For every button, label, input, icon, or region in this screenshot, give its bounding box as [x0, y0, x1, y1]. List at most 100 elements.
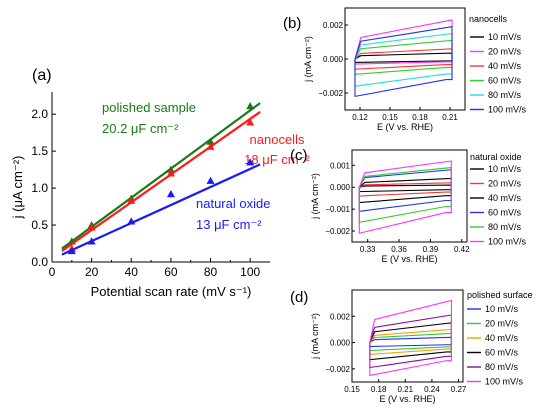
x-tick-label: 0.36: [391, 245, 407, 254]
cv-loop: [369, 332, 453, 352]
legend: 10 mV/s 20 mV/s 40 mV/s 60 mV/s 80 mV/s 100 m…: [470, 32, 527, 115]
data-point: [67, 246, 76, 255]
series-2: natural oxide 13 μF cm⁻²: [61, 158, 270, 256]
x-tick-label: 0.42: [454, 245, 470, 254]
x-tick-label: 0.24: [424, 385, 440, 394]
cv-loop: [354, 52, 453, 63]
plot-frame: [351, 289, 464, 383]
cv-loop: [369, 322, 453, 361]
x-tick-label: 40: [125, 265, 139, 279]
y-axis-label: j (mA cm⁻²): [303, 36, 313, 83]
y-tick-label: −0.002: [325, 227, 350, 236]
cv-loop: [358, 184, 452, 193]
plot-frame: [351, 149, 468, 243]
y-tick-label: 0.001: [330, 161, 351, 170]
legend-label: 20 mV/s: [488, 47, 522, 57]
cv-loop: [369, 328, 453, 355]
series-name-label: polished sample: [102, 100, 196, 115]
legend-label: 10 mV/s: [488, 32, 522, 42]
x-tick-label: 0.39: [423, 245, 439, 254]
y-tick-label: −0.001: [325, 205, 350, 214]
y-tick-label: −0.002: [325, 365, 350, 374]
x-tick-label: 0.27: [451, 385, 467, 394]
data-point: [206, 176, 215, 184]
x-tick-label: 0.21: [397, 385, 413, 394]
series-0: polished sample 20.2 μF cm⁻²: [61, 100, 261, 250]
y-tick-label: 0.0: [31, 255, 48, 269]
cv-loop: [358, 160, 452, 234]
data-point: [246, 102, 255, 110]
y-axis-label: j (μA cm⁻²): [10, 156, 25, 220]
x-tick-label: 0.15: [382, 113, 398, 122]
data-point: [206, 137, 215, 145]
x-tick-label: 0.12: [352, 113, 368, 122]
series-annotation: 20.2 μF cm⁻²: [102, 121, 179, 136]
legend-label: 80 mV/s: [488, 222, 522, 232]
legend-label: 60 mV/s: [488, 208, 522, 218]
y-tick-label: 0.002: [323, 21, 344, 30]
x-tick-label: 0.18: [371, 385, 387, 394]
y-axis-label: j (mA cm⁻²): [310, 173, 320, 220]
y-tick-label: 0.002: [330, 312, 351, 321]
legend-label: 80 mV/s: [488, 90, 522, 100]
cv-loop: [354, 39, 453, 75]
data-point: [246, 158, 255, 166]
y-tick-label: 1.0: [31, 181, 48, 195]
cv-loop: [369, 299, 453, 377]
legend-label: 20 mV/s: [488, 179, 522, 189]
cv-loop: [354, 48, 453, 70]
x-axis-label: E (V vs. RHE): [377, 122, 433, 132]
panel-label: (b): [283, 15, 301, 32]
x-tick-label: 0.21: [442, 113, 458, 122]
chart-c: 0.33 0.36 0.39 0.42 −0.002 −0.001 0.000 0.001 E …: [290, 147, 527, 264]
x-tick-label: 0.33: [360, 245, 376, 254]
legend-label: 40 mV/s: [485, 333, 519, 343]
legend-label: 60 mV/s: [485, 348, 519, 358]
y-tick-label: 0.5: [31, 218, 48, 232]
x-axis-label: E (V vs. RHE): [381, 254, 437, 264]
data-point: [246, 118, 255, 126]
cv-loop: [354, 26, 453, 98]
x-tick-label: 80: [204, 265, 218, 279]
y-tick-label: 0.000: [323, 55, 344, 64]
panel-label: (a): [32, 67, 52, 84]
legend: 10 mV/s 20 mV/s 40 mV/s 60 mV/s 80 mV/s 100 m…: [467, 304, 524, 387]
legend-label: 40 mV/s: [488, 61, 522, 71]
data-point: [87, 223, 96, 231]
data-point: [206, 142, 215, 150]
cv-loop: [369, 314, 453, 369]
data-point: [166, 169, 175, 177]
legend-label: 20 mV/s: [485, 319, 519, 329]
chart-a: 0 20 40 60 80 100 0.0 0.5 1.0 1.5 2.0 Potential sca…: [10, 67, 310, 299]
panel-title: natural oxide: [470, 152, 522, 162]
data-point: [127, 196, 136, 204]
x-tick-label: 20: [85, 265, 99, 279]
series-annotation: 18 μF cm⁻²: [244, 152, 310, 167]
y-tick-label: 0.000: [330, 183, 351, 192]
series-annotation: 13 μF cm⁻²: [196, 217, 262, 232]
legend-label: 100 mV/s: [485, 377, 524, 387]
fit-line: [61, 111, 261, 252]
x-tick-label: 0.18: [412, 113, 428, 122]
y-tick-label: 0.000: [330, 339, 351, 348]
panel-title: polished surface: [467, 290, 533, 300]
legend-label: 60 mV/s: [488, 76, 522, 86]
legend-label: 80 mV/s: [485, 362, 519, 372]
legend: 10 mV/s 20 mV/s 40 mV/s 60 mV/s 80 mV/s 100 m…: [470, 164, 527, 247]
y-tick-label: 2.0: [31, 107, 48, 121]
legend-label: 10 mV/s: [485, 304, 519, 314]
legend-label: 10 mV/s: [488, 164, 522, 174]
y-axis-label: j (mA cm⁻²): [310, 313, 320, 360]
data-point: [87, 237, 96, 245]
y-tick-label: −0.002: [318, 89, 343, 98]
x-tick-label: 0.15: [344, 385, 360, 394]
legend-label: 100 mV/s: [488, 237, 527, 247]
y-tick-label: 1.5: [31, 144, 48, 158]
fit-line: [61, 163, 261, 256]
panel-label: (c): [290, 147, 308, 164]
data-point: [127, 217, 136, 225]
x-tick-label: 100: [240, 265, 260, 279]
data-point: [166, 165, 175, 173]
data-point: [166, 190, 175, 198]
